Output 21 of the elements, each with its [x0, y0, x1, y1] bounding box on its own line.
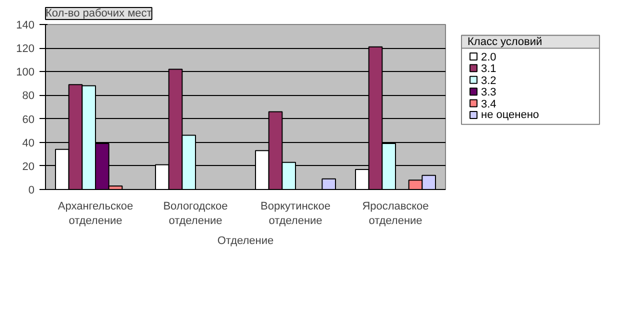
y-axis-title: Кол-во рабочих мест [46, 8, 152, 20]
legend-label: 2.0 [481, 51, 496, 64]
y-tick-label: 60 [22, 114, 35, 126]
y-tick-label: 20 [22, 160, 35, 173]
x-axis-title: Отделение [217, 234, 274, 247]
x-tick-label: Воркутинское отделение [260, 200, 330, 227]
x-tick-label: Вологодское отделение [163, 200, 228, 227]
x-tick-label: Ярославское отделение [362, 200, 429, 227]
x-tick-label: Архангельское отделение [58, 200, 134, 227]
legend-title: Класс условий [468, 36, 542, 48]
legend-label: 3.3 [481, 86, 496, 99]
y-tick-label: 0 [28, 184, 35, 196]
y-tick-label: 140 [16, 20, 35, 32]
y-tick-label: 80 [22, 90, 35, 102]
legend-label: 3.1 [481, 63, 496, 76]
y-tick-label: 120 [16, 43, 35, 56]
legend-label: 3.2 [481, 74, 496, 87]
legend-label: не оценено [481, 108, 540, 121]
legend-label: 3.4 [481, 98, 496, 110]
y-tick-label: 100 [16, 66, 35, 79]
y-tick-label: 40 [22, 137, 35, 150]
